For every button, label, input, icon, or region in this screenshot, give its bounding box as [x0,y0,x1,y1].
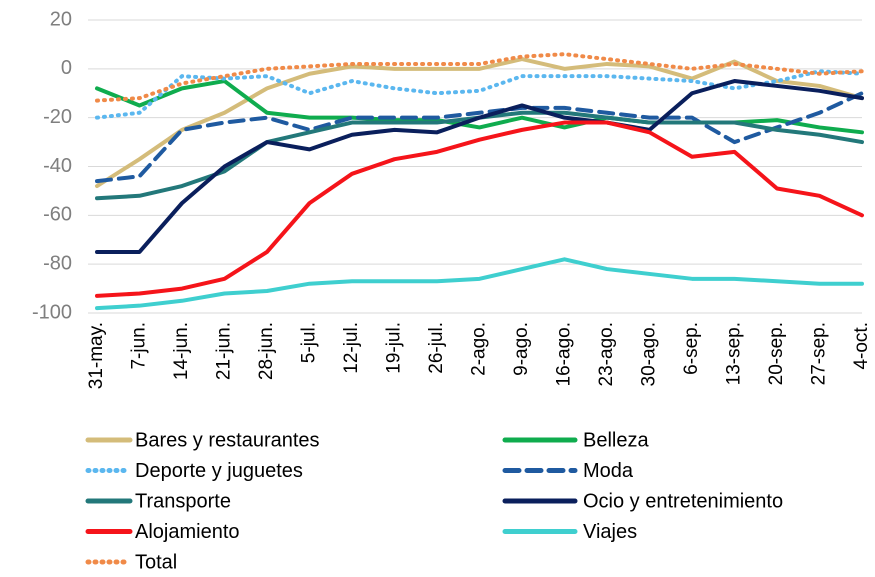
legend-label: Moda [583,460,634,482]
x-tick-label: 9-ago. [511,322,532,376]
x-tick-label: 21-jun. [214,322,235,380]
x-tick-label: 6-sep. [681,322,702,375]
legend-label: Transporte [135,490,231,512]
x-tick-label: 12-jul. [341,322,362,374]
x-tick-label: 31-may. [86,322,107,389]
legend-label: Total [135,551,177,572]
line-series [95,257,864,311]
x-tick-label: 19-jul. [384,322,405,374]
y-tick-label: -20 [43,106,72,128]
x-tick-label: 5-jul. [299,322,320,363]
x-tick-label: 4-oct. [851,322,872,370]
x-tick-label: 7-jun. [129,322,150,370]
y-tick-label: -40 [43,155,72,177]
line-series [95,57,864,189]
y-tick-label: -60 [43,204,72,226]
legend-label: Alojamiento [135,521,240,543]
x-tick-label: 30-ago. [639,322,660,386]
y-tick-label: -100 [32,301,72,323]
legend-label: Bares y restaurantes [135,429,320,451]
x-tick-label: 2-ago. [469,322,490,376]
x-tick-label: 27-sep. [809,322,830,385]
x-tick-label: 20-sep. [766,322,787,385]
y-tick-label: 20 [50,8,72,30]
line-series [95,69,864,120]
x-tick-label: 13-sep. [724,322,745,385]
line-series [95,120,864,298]
legend-label: Deporte y juguetes [135,460,303,482]
line-series [95,91,864,184]
y-tick-label: -80 [43,252,72,274]
line-series [95,79,864,254]
x-tick-label: 26-jul. [426,322,447,374]
x-tick-label: 23-ago. [596,322,617,386]
legend-label: Ocio y entretenimiento [583,490,783,512]
x-tick-label: 14-jun. [171,322,192,380]
x-tick-label: 28-jun. [256,322,277,380]
legend-label: Viajes [583,521,637,543]
line-series [95,52,864,103]
legend-label: Belleza [583,429,649,451]
x-tick-label: 16-ago. [554,322,575,386]
y-tick-label: 0 [61,57,72,79]
